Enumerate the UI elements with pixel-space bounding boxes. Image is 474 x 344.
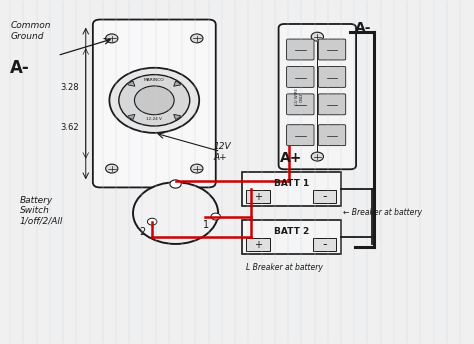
Text: Battery
Switch
1/off/2/All: Battery Switch 1/off/2/All <box>19 196 63 226</box>
FancyBboxPatch shape <box>287 125 314 146</box>
Wedge shape <box>173 114 181 119</box>
Text: BATT 1: BATT 1 <box>273 180 309 189</box>
Circle shape <box>119 75 190 126</box>
Bar <box>246 190 270 203</box>
FancyBboxPatch shape <box>287 39 314 60</box>
Text: +: + <box>254 240 262 250</box>
Text: 2: 2 <box>139 227 146 237</box>
Bar <box>313 238 336 251</box>
Bar <box>246 238 270 251</box>
Text: 3.62: 3.62 <box>60 122 79 132</box>
FancyBboxPatch shape <box>318 94 346 115</box>
Circle shape <box>191 34 203 43</box>
Circle shape <box>135 86 174 115</box>
Circle shape <box>311 32 323 41</box>
Circle shape <box>106 34 118 43</box>
Circle shape <box>106 164 118 173</box>
Circle shape <box>311 152 323 161</box>
Circle shape <box>170 180 181 188</box>
Bar <box>242 220 341 254</box>
Text: BATT 2: BATT 2 <box>273 227 309 236</box>
Text: MARINCO: MARINCO <box>144 78 164 82</box>
Text: L Breaker at battery: L Breaker at battery <box>246 263 323 272</box>
FancyBboxPatch shape <box>287 66 314 87</box>
Text: CU WIRE
ONLY: CU WIRE ONLY <box>295 88 304 105</box>
FancyBboxPatch shape <box>279 24 356 169</box>
Circle shape <box>147 218 157 225</box>
Text: A-: A- <box>355 21 372 34</box>
Text: 1: 1 <box>203 220 210 230</box>
Wedge shape <box>128 114 135 119</box>
Wedge shape <box>173 81 181 86</box>
Text: Common
Ground: Common Ground <box>10 21 51 41</box>
Bar <box>313 190 336 203</box>
FancyBboxPatch shape <box>93 20 216 187</box>
Circle shape <box>211 213 220 220</box>
Text: A-: A- <box>10 59 30 77</box>
Circle shape <box>133 182 218 244</box>
Text: 12-24 V: 12-24 V <box>146 117 162 121</box>
Circle shape <box>191 164 203 173</box>
Wedge shape <box>128 81 135 86</box>
Text: +: + <box>254 192 262 202</box>
Text: A+: A+ <box>280 151 302 165</box>
Text: -: - <box>322 190 327 203</box>
Text: ← Breaker at battery: ← Breaker at battery <box>343 208 422 217</box>
FancyBboxPatch shape <box>287 94 314 115</box>
Bar <box>242 172 341 206</box>
Text: 3.28: 3.28 <box>60 83 79 92</box>
FancyBboxPatch shape <box>318 66 346 87</box>
Text: 12V
A+: 12V A+ <box>213 142 231 162</box>
Text: -: - <box>322 238 327 251</box>
Circle shape <box>109 68 199 133</box>
FancyBboxPatch shape <box>318 39 346 60</box>
FancyBboxPatch shape <box>318 125 346 146</box>
